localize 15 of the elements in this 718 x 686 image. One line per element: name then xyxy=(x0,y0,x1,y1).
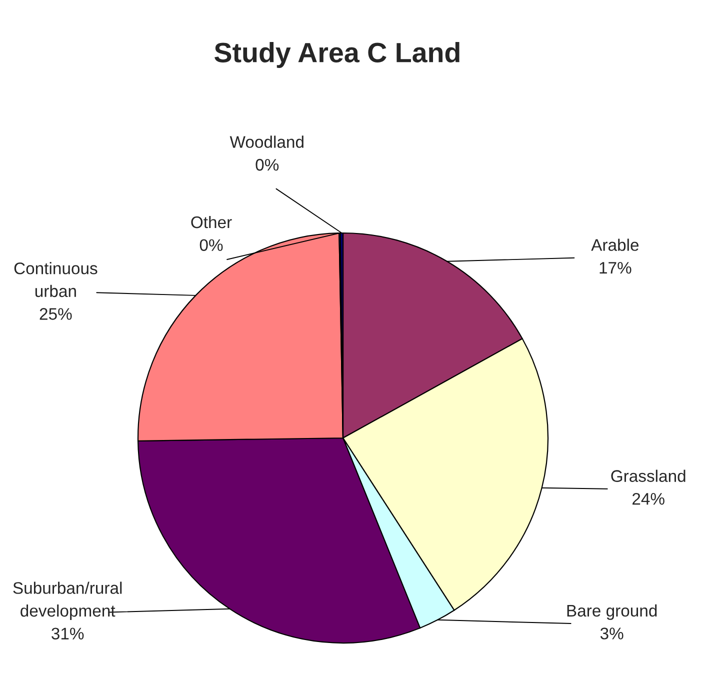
data-label: 25% xyxy=(40,308,72,320)
slice-label: Suburban/rural development xyxy=(13,582,122,620)
data-label: 3% xyxy=(600,628,624,640)
data-label: 17% xyxy=(600,262,632,274)
slice-label: Arable xyxy=(591,238,639,251)
slice-label: Woodland xyxy=(230,136,304,148)
slice-label: Other xyxy=(191,216,232,228)
slice-label: Grassland xyxy=(611,470,686,482)
slice-label: Continuous urban xyxy=(14,262,98,298)
data-label: 24% xyxy=(632,492,664,505)
chart-title: Study Area C Land xyxy=(214,42,460,68)
slice-label: Bare ground xyxy=(567,604,657,620)
data-label: 0% xyxy=(200,239,223,251)
data-label: 0% xyxy=(256,158,279,171)
data-label: 31% xyxy=(52,628,84,640)
